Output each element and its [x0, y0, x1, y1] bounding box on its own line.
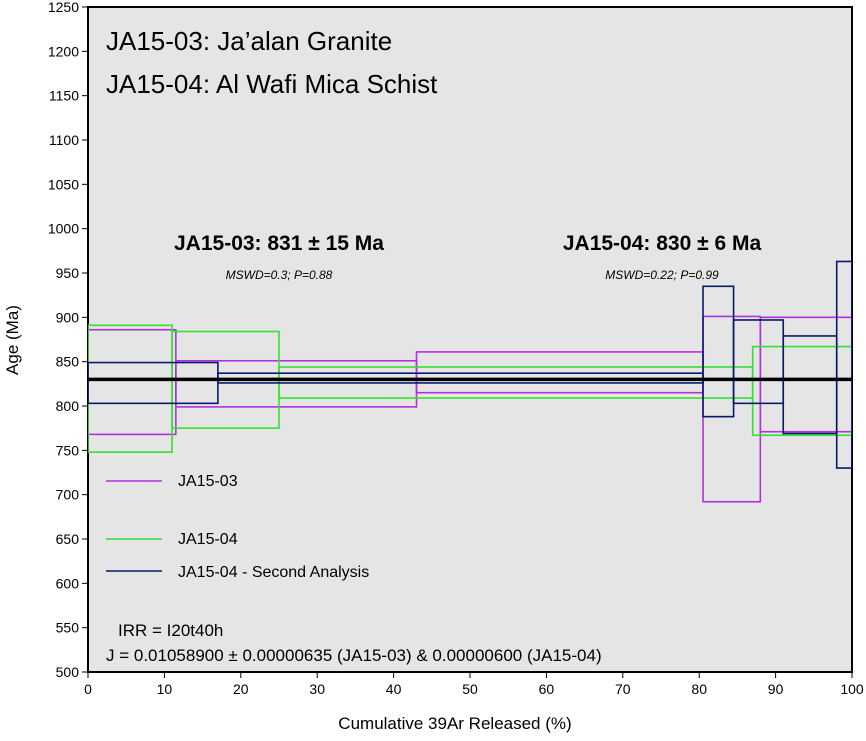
- y-tick-label: 1000: [48, 221, 79, 237]
- legend-label-ja15-04-second: JA15-04 - Second Analysis: [178, 564, 369, 581]
- y-tick-label: 500: [56, 664, 80, 680]
- y-tick-label: 850: [56, 354, 80, 370]
- y-tick-label: 1050: [48, 176, 79, 192]
- x-tick-label: 60: [539, 681, 555, 697]
- x-tick-label: 30: [309, 681, 325, 697]
- x-tick-label: 100: [840, 681, 864, 697]
- legend: JA15-03 JA15-04 JA15-04 - Second Analysi…: [106, 473, 369, 581]
- x-tick-label: 50: [462, 681, 478, 697]
- y-tick-label: 1250: [48, 0, 79, 15]
- y-tick-label: 900: [56, 309, 80, 325]
- x-tick-label: 20: [233, 681, 249, 697]
- x-tick-label: 80: [691, 681, 707, 697]
- step-3-6: [835, 260, 852, 469]
- plot-area: [87, 6, 853, 673]
- j-value-note: J = 0.01058900 ± 0.00000635 (JA15-03) & …: [106, 646, 602, 665]
- mswd-label-ja15-04: MSWD=0.22; P=0.99: [605, 268, 719, 282]
- y-tick-label: 600: [56, 575, 80, 591]
- spectra-group: [88, 260, 852, 503]
- age-label-ja15-03: JA15-03: 831 ± 15 Ma: [174, 232, 384, 255]
- y-tick-label: 1150: [49, 88, 79, 104]
- y-tick-label: 800: [56, 398, 80, 414]
- legend-label-ja15-03: JA15-03: [178, 473, 238, 490]
- legend-label-ja15-04: JA15-04: [178, 531, 238, 548]
- age-label-ja15-04: JA15-04: 830 ± 6 Ma: [563, 232, 762, 255]
- y-tick-label: 1200: [48, 43, 79, 59]
- y-tick-label: 750: [56, 442, 80, 458]
- x-tick-label: 0: [84, 681, 92, 697]
- y-tick-label: 550: [56, 620, 80, 636]
- x-tick-label: 90: [768, 681, 784, 697]
- y-tick-label: 1100: [49, 132, 79, 148]
- irr-note: IRR = I20t40h: [118, 621, 223, 640]
- step-1-5: [759, 316, 852, 433]
- axes-group: 5005506006507007508008509009501000105011…: [48, 0, 864, 697]
- mswd-label-ja15-03: MSWD=0.3; P=0.88: [226, 268, 333, 282]
- y-tick-label: 650: [56, 531, 80, 547]
- y-axis-title: Age (Ma): [3, 305, 22, 375]
- x-axis-title: Cumulative 39Ar Released (%): [338, 714, 571, 733]
- x-tick-label: 10: [157, 681, 173, 697]
- title-line-2: JA15-04: Al Wafi Mica Schist: [106, 69, 438, 99]
- x-tick-label: 70: [615, 681, 631, 697]
- x-tick-label: 40: [386, 681, 402, 697]
- title-line-1: JA15-03: Ja’alan Granite: [106, 26, 392, 56]
- y-tick-label: 700: [56, 487, 80, 503]
- y-tick-label: 950: [56, 265, 80, 281]
